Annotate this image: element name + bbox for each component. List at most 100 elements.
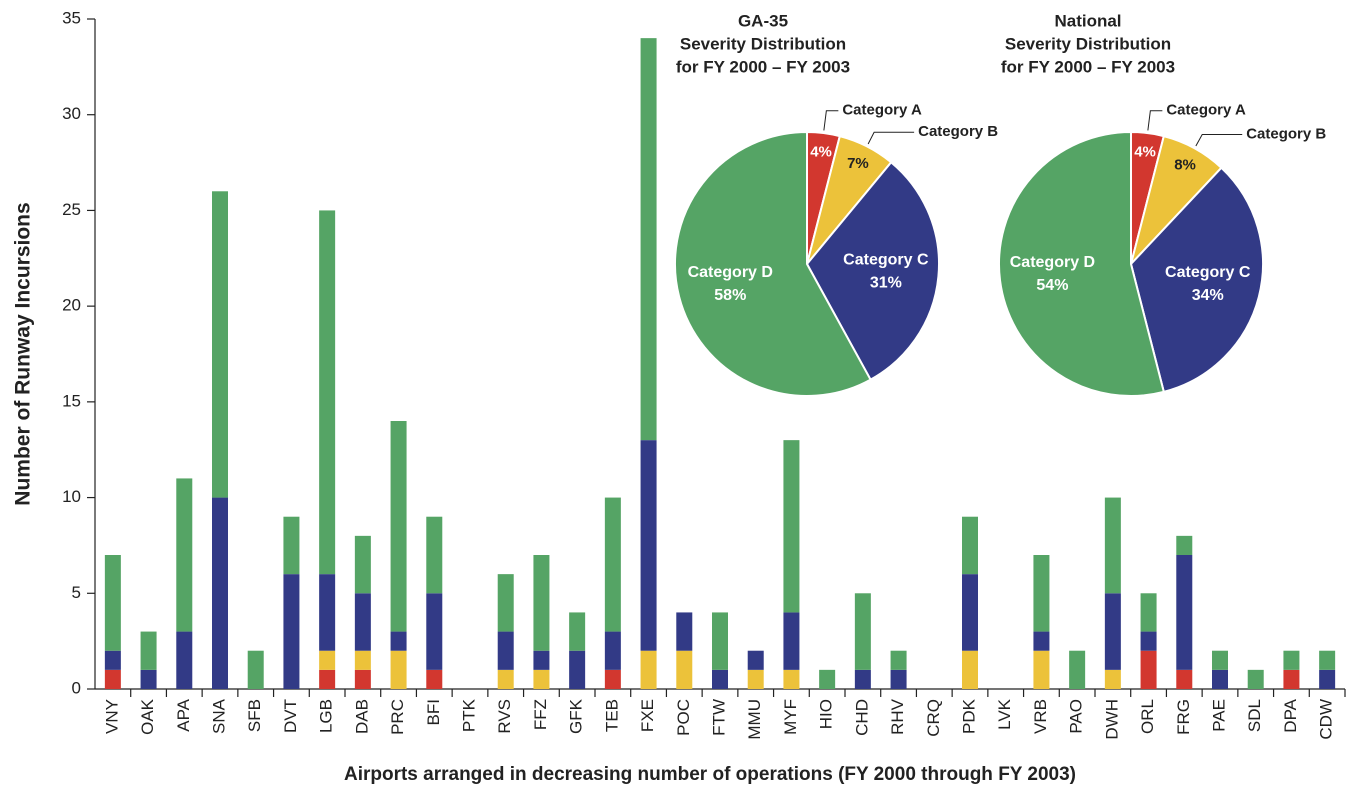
y-tick-label: 0: [72, 678, 81, 697]
x-tick-label: MYF: [781, 699, 800, 735]
bar-segment: [1033, 650, 1050, 689]
bar-segment: [426, 669, 443, 689]
pie-value-label: 34%: [1192, 287, 1224, 304]
bar-segment: [104, 555, 121, 651]
bar-segment: [747, 650, 764, 670]
pie-value-label: 7%: [847, 155, 869, 172]
x-tick-label: SFB: [245, 699, 264, 732]
bar-segment: [1104, 497, 1121, 594]
bar-segment: [354, 650, 371, 670]
bar-segment: [140, 669, 157, 689]
leader-line: [1195, 133, 1243, 147]
x-tick-label: SNA: [209, 698, 228, 734]
y-tick-label: 35: [62, 8, 81, 27]
pie-slice: [673, 130, 872, 397]
pie-title: GA-35: [738, 11, 788, 30]
x-tick-label: CDW: [1317, 699, 1336, 740]
bar-segment: [354, 535, 371, 594]
bar-segment: [1069, 650, 1086, 689]
bar-segment: [176, 631, 193, 689]
y-tick-label: 10: [62, 487, 81, 506]
bar-segment: [1176, 555, 1193, 670]
leader-line: [867, 131, 915, 145]
y-tick-label: 25: [62, 200, 81, 219]
pie-category-label: Category D: [688, 264, 773, 281]
x-tick-label: DPA: [1281, 698, 1300, 732]
x-tick-label: CHD: [852, 699, 871, 736]
leader-line: [823, 110, 839, 131]
leader-line: [1147, 110, 1163, 131]
bar-segment: [1176, 669, 1193, 689]
bar-segment: [319, 574, 336, 651]
x-tick-label: FXE: [638, 699, 657, 732]
x-tick-label: PDK: [959, 698, 978, 734]
bar-segment: [890, 669, 907, 689]
bar-segment: [1283, 669, 1300, 689]
bar-segment: [533, 650, 550, 670]
bar-segment: [1319, 669, 1336, 689]
bar-segment: [212, 191, 228, 498]
bar-segment: [497, 669, 514, 689]
x-tick-label: FTW: [709, 699, 728, 736]
bar-segment: [1212, 669, 1228, 689]
x-tick-label: LGB: [317, 699, 336, 733]
x-axis-title: Airports arranged in decreasing number o…: [344, 764, 1076, 785]
y-tick-label: 15: [62, 391, 81, 410]
bar-segment: [390, 631, 407, 651]
y-tick-label: 20: [62, 296, 81, 315]
bar-segment: [212, 497, 228, 689]
bar-segment: [676, 650, 693, 689]
x-tick-label: PTK: [459, 698, 478, 732]
x-tick-label: DWH: [1102, 699, 1121, 740]
bar-segment: [783, 440, 800, 613]
x-tick-label: VRB: [1031, 699, 1050, 734]
pie-category-label: Category A: [842, 102, 922, 119]
bar-segment: [497, 574, 514, 632]
bar-segment: [962, 516, 978, 575]
bar-segment: [676, 612, 693, 651]
x-tick-label: OAK: [138, 698, 157, 735]
bar-segment: [533, 669, 550, 689]
x-tick-label: DVT: [281, 699, 300, 733]
bar-segment: [712, 669, 728, 689]
x-tick-label: FFZ: [531, 699, 550, 730]
bar-segment: [604, 497, 621, 632]
pie-title: Severity Distribution: [680, 34, 846, 53]
pie-slice: [805, 160, 940, 382]
pie-title: for FY 2000 – FY 2003: [1001, 57, 1175, 76]
pie-category-label: Category D: [1010, 254, 1095, 271]
bar-segment: [1104, 669, 1121, 689]
bar-segment: [1319, 650, 1336, 670]
y-tick-label: 30: [62, 104, 81, 123]
pie-value-label: 4%: [1134, 144, 1156, 161]
x-tick-label: VNY: [102, 699, 121, 734]
x-tick-label: PRC: [388, 699, 407, 735]
pie-category-label: Category C: [843, 252, 929, 269]
bar-segment: [283, 574, 300, 689]
bar-segment: [354, 593, 371, 651]
pie-title: Severity Distribution: [1005, 34, 1171, 53]
x-tick-label: PAO: [1067, 699, 1086, 734]
bar-segment: [426, 593, 443, 670]
bar-segment: [1140, 593, 1157, 632]
bar-segment: [640, 650, 657, 689]
bar-segment: [962, 650, 978, 689]
x-tick-label: SDL: [1245, 699, 1264, 732]
bar-segment: [604, 669, 621, 689]
x-tick-label: APA: [174, 698, 193, 731]
y-tick-label: 5: [72, 583, 81, 602]
bar-segment: [604, 631, 621, 670]
bar-segment: [783, 612, 800, 670]
x-tick-label: FRG: [1174, 699, 1193, 735]
pie-slice: [1129, 166, 1264, 394]
pie-category-label: Category C: [1165, 264, 1251, 281]
pie-value-label: 54%: [1036, 277, 1068, 294]
pie-category-label: Category A: [1166, 102, 1246, 119]
bar-segment: [426, 516, 443, 594]
bar-segment: [319, 669, 336, 689]
bar-segment: [569, 650, 586, 689]
bar-segment: [1283, 650, 1300, 670]
bar-segment: [890, 650, 907, 670]
bar-segment: [1140, 650, 1157, 689]
